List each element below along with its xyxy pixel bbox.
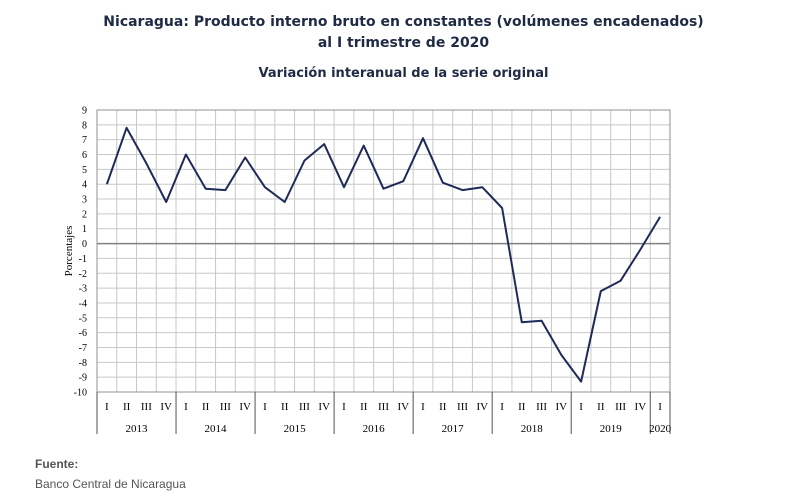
y-tick-label: 4 <box>82 180 87 191</box>
x-tick-label: III <box>299 401 310 413</box>
chart-title-line2: al I trimestre de 2020 <box>317 35 490 51</box>
year-label: 2015 <box>284 423 307 435</box>
y-tick-label: -10 <box>74 388 87 399</box>
year-label: 2013 <box>126 423 149 435</box>
plot-border <box>96 109 671 393</box>
y-tick-label: 1 <box>82 224 87 235</box>
x-tick-label: IV <box>160 401 172 413</box>
x-tick-label: II <box>360 401 368 413</box>
x-tick-label: I <box>421 401 425 413</box>
line-chart: 9 8 7 6 5 4 3 2 1 0 -1 -2 -3 -4 -5 -6 -7 -8 -9 -10 Porcentaj… <box>63 106 672 436</box>
chart-title-line1: Nicaragua: Producto interno bruto en con… <box>103 14 704 30</box>
y-tick-label: 5 <box>82 165 87 176</box>
series-line <box>105 126 661 383</box>
source-text: Banco Central de Nicaragua <box>35 477 186 491</box>
x-tick-label: I <box>342 401 346 413</box>
source-label: Fuente: <box>35 457 79 471</box>
y-tick-label: -5 <box>79 313 87 324</box>
x-tick-label: IV <box>635 401 647 413</box>
y-tick-label: 7 <box>82 135 87 146</box>
x-tick-label: III <box>378 401 389 413</box>
y-tick-label: 0 <box>82 239 87 250</box>
series <box>105 126 661 383</box>
year-label: 2020 <box>649 423 672 435</box>
year-label: 2017 <box>442 423 465 435</box>
x-tick-label: II <box>518 401 526 413</box>
x-tick-label: III <box>141 401 152 413</box>
x-tick-label: III <box>536 401 547 413</box>
x-tick-label: II <box>123 401 131 413</box>
y-tick-label: -3 <box>79 284 87 295</box>
y-tick-label: 6 <box>82 150 87 161</box>
grid <box>96 109 671 393</box>
year-label: 2019 <box>600 423 623 435</box>
y-tick-label: 8 <box>82 120 87 131</box>
y-tick-label: -1 <box>79 254 87 265</box>
y-tick-label: -4 <box>79 298 87 309</box>
x-tick-label: II <box>281 401 289 413</box>
x-tick-label: IV <box>397 401 409 413</box>
x-tick-label: III <box>457 401 468 413</box>
x-tick-label: I <box>184 401 188 413</box>
year-label: 2018 <box>521 423 544 435</box>
y-tick-label: -2 <box>79 269 87 280</box>
x-tick-label: III <box>220 401 231 413</box>
y-tick-label: -6 <box>79 328 87 339</box>
axis-labels: 9 8 7 6 5 4 3 2 1 0 -1 -2 -3 -4 -5 -6 -7 -8 -9 -10 Porcentaj… <box>63 106 672 436</box>
x-tick-label: I <box>658 401 662 413</box>
x-tick-label: I <box>579 401 583 413</box>
x-tick-label: IV <box>556 401 568 413</box>
x-tick-label: I <box>263 401 267 413</box>
y-tick-label: -9 <box>79 373 87 384</box>
y-axis-label: Porcentajes <box>63 226 75 277</box>
x-tick-label: IV <box>318 401 330 413</box>
y-tick-label: 9 <box>82 106 87 117</box>
year-label: 2014 <box>205 423 228 435</box>
x-tick-label: IV <box>239 401 251 413</box>
x-tick-label: II <box>439 401 447 413</box>
year-label: 2016 <box>363 423 386 435</box>
x-tick-label: II <box>202 401 210 413</box>
x-tick-label: III <box>615 401 626 413</box>
chart-subtitle: Variación interanual de la serie origina… <box>258 66 549 81</box>
y-tick-label: -7 <box>79 343 87 354</box>
y-tick-label: 2 <box>82 209 87 220</box>
x-tick-label: II <box>597 401 605 413</box>
y-tick-label: -8 <box>79 358 87 369</box>
x-tick-label: I <box>105 401 109 413</box>
y-tick-label: 3 <box>82 195 87 206</box>
axes <box>96 109 671 434</box>
x-tick-label: IV <box>476 401 488 413</box>
x-tick-label: I <box>500 401 504 413</box>
